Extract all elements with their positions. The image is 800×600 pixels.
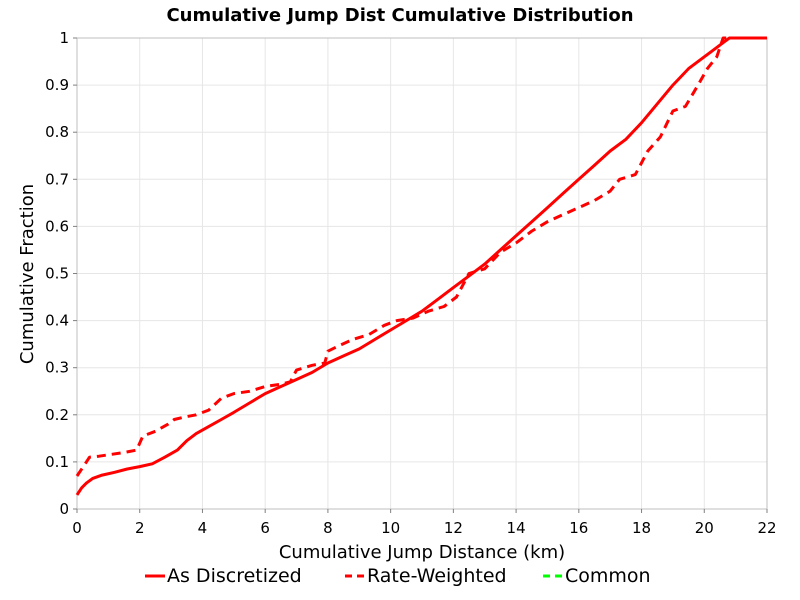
x-tick-label: 22 — [757, 519, 776, 537]
x-tick-label: 2 — [135, 519, 145, 537]
y-tick-label: 0.8 — [45, 123, 69, 141]
y-tick-label: 0.9 — [45, 76, 69, 94]
x-axis-label: Cumulative Jump Distance (km) — [279, 542, 565, 563]
x-tick-label: 20 — [695, 519, 714, 537]
x-tick-label: 4 — [198, 519, 208, 537]
series-line-as-discretized — [75, 36, 767, 496]
x-tick-label: 6 — [260, 519, 270, 537]
y-tick-label: 0.1 — [45, 453, 69, 471]
legend: As Discretized Rate-Weighted Common — [145, 565, 651, 587]
y-tick-label: 0.4 — [45, 312, 69, 330]
chart-title: Cumulative Jump Dist Cumulative Distribu… — [166, 5, 633, 26]
legend-label-common: Common — [565, 565, 651, 587]
x-tick-label: 18 — [632, 519, 651, 537]
y-tick-label: 0.7 — [45, 170, 69, 188]
x-tick-label: 10 — [381, 519, 400, 537]
y-tick-label: 0 — [59, 500, 69, 518]
y-axis-label: Cumulative Fraction — [17, 184, 38, 364]
legend-label-rate-weighted: Rate-Weighted — [367, 565, 507, 587]
x-tick-label: 8 — [323, 519, 333, 537]
x-tick-label: 14 — [507, 519, 526, 537]
series-line-rate-weighted — [75, 36, 767, 477]
y-tick-label: 0.5 — [45, 265, 69, 283]
y-tick-label: 0.3 — [45, 359, 69, 377]
x-tick-label: 16 — [569, 519, 588, 537]
legend-label-as-discretized: As Discretized — [167, 565, 302, 587]
y-tick-label: 0.6 — [45, 217, 69, 235]
x-tick-label: 0 — [72, 519, 82, 537]
y-tick-label: 1 — [59, 29, 69, 47]
y-tick-label: 0.2 — [45, 406, 69, 424]
x-tick-label: 12 — [444, 519, 463, 537]
